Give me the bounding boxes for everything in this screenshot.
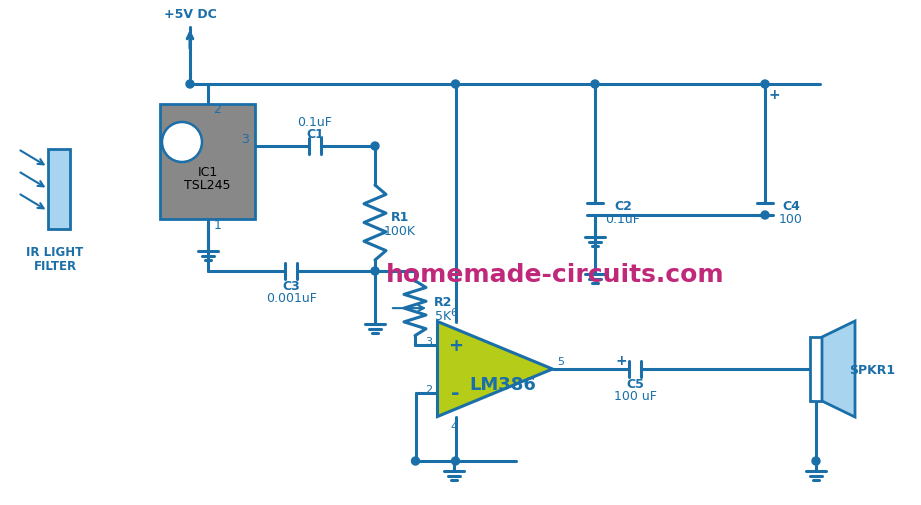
Polygon shape xyxy=(437,322,553,417)
Circle shape xyxy=(186,81,194,89)
Text: 100 uF: 100 uF xyxy=(613,390,657,402)
Text: C2: C2 xyxy=(614,199,632,212)
Text: 100: 100 xyxy=(779,212,803,225)
Circle shape xyxy=(412,457,419,465)
Text: 3: 3 xyxy=(241,132,249,145)
Text: C4: C4 xyxy=(782,199,800,212)
Bar xyxy=(160,105,255,220)
Circle shape xyxy=(162,123,202,163)
Text: 100K: 100K xyxy=(384,225,416,237)
Text: R2: R2 xyxy=(434,295,452,308)
Circle shape xyxy=(451,81,460,89)
Text: C1: C1 xyxy=(306,127,324,140)
Circle shape xyxy=(371,268,379,275)
Text: 0.1uF: 0.1uF xyxy=(606,212,640,225)
Text: +: + xyxy=(615,354,627,367)
Text: 6: 6 xyxy=(450,308,457,318)
Circle shape xyxy=(591,81,599,89)
Text: SPKR1: SPKR1 xyxy=(849,363,895,376)
Text: 3: 3 xyxy=(425,337,432,346)
Bar xyxy=(48,149,70,230)
Polygon shape xyxy=(822,321,855,417)
Text: -: - xyxy=(451,383,460,403)
Circle shape xyxy=(812,457,820,465)
Text: C3: C3 xyxy=(283,279,300,292)
Text: LM386: LM386 xyxy=(470,375,536,393)
Circle shape xyxy=(371,143,379,150)
Circle shape xyxy=(761,81,769,89)
Text: R1: R1 xyxy=(391,211,409,224)
Text: 0.1uF: 0.1uF xyxy=(297,115,332,128)
Text: 5: 5 xyxy=(557,357,564,366)
Circle shape xyxy=(451,457,460,465)
Text: IR LIGHT: IR LIGHT xyxy=(27,245,84,258)
Text: 4: 4 xyxy=(450,422,457,432)
Text: +: + xyxy=(768,88,780,102)
Text: 0.001uF: 0.001uF xyxy=(266,291,317,304)
Text: +5V DC: +5V DC xyxy=(164,8,216,21)
Text: +: + xyxy=(448,337,463,355)
Text: 2: 2 xyxy=(425,384,432,394)
Text: FILTER: FILTER xyxy=(33,260,76,273)
Text: C5: C5 xyxy=(626,378,644,391)
Text: 1: 1 xyxy=(214,218,221,231)
Text: 5K: 5K xyxy=(435,309,451,322)
Text: 2: 2 xyxy=(214,103,221,115)
Text: homemade-circuits.com: homemade-circuits.com xyxy=(386,263,724,286)
Bar xyxy=(810,337,822,401)
Circle shape xyxy=(761,212,769,220)
Text: IC1: IC1 xyxy=(197,166,217,179)
Text: TSL245: TSL245 xyxy=(184,179,231,191)
